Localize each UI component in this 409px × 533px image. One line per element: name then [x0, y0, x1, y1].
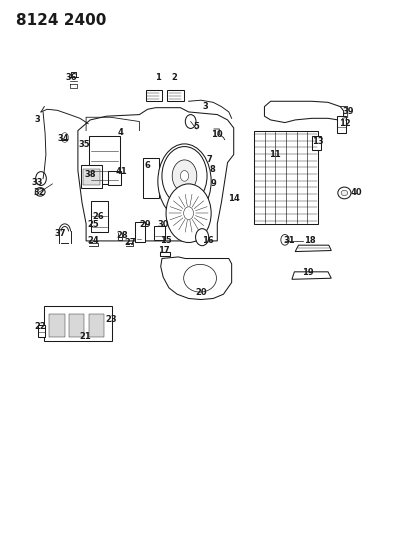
Text: 32: 32 — [33, 189, 45, 197]
Text: 3: 3 — [34, 116, 40, 124]
Text: 5: 5 — [193, 123, 198, 131]
Text: 6: 6 — [144, 161, 150, 169]
Text: 34: 34 — [58, 134, 69, 143]
Polygon shape — [160, 257, 231, 300]
Text: 26: 26 — [92, 213, 104, 221]
Bar — [145, 90, 162, 101]
Text: 25: 25 — [88, 221, 99, 229]
Circle shape — [180, 171, 188, 181]
Text: 14: 14 — [227, 194, 239, 203]
Text: 9: 9 — [210, 180, 216, 188]
Text: 30: 30 — [157, 221, 169, 229]
Text: 22: 22 — [34, 322, 46, 330]
Bar — [312, 136, 320, 150]
Bar — [142, 158, 159, 198]
Text: 20: 20 — [195, 288, 206, 296]
Text: 24: 24 — [88, 237, 99, 245]
Circle shape — [185, 115, 196, 128]
Bar — [81, 165, 102, 188]
Text: 3: 3 — [202, 102, 207, 111]
Text: 36: 36 — [66, 73, 77, 82]
Text: 37: 37 — [55, 229, 66, 238]
Circle shape — [195, 229, 208, 246]
Text: 4: 4 — [118, 128, 124, 136]
Text: 27: 27 — [124, 238, 136, 247]
Bar — [38, 325, 45, 337]
Text: 29: 29 — [139, 221, 151, 229]
Ellipse shape — [183, 264, 216, 292]
Text: 18: 18 — [303, 237, 315, 245]
Ellipse shape — [337, 187, 350, 199]
Bar — [336, 116, 345, 133]
Bar — [254, 131, 317, 224]
Bar — [154, 226, 164, 240]
Bar — [49, 314, 65, 337]
Text: 13: 13 — [311, 137, 323, 146]
Text: 33: 33 — [32, 178, 43, 187]
Bar — [83, 169, 100, 185]
Text: 39: 39 — [342, 108, 353, 116]
Text: 16: 16 — [202, 237, 213, 245]
Circle shape — [166, 184, 211, 243]
Text: 12: 12 — [339, 119, 350, 128]
Text: 17: 17 — [158, 246, 169, 255]
Ellipse shape — [340, 190, 347, 196]
Polygon shape — [294, 245, 330, 252]
Text: 38: 38 — [84, 171, 96, 179]
Text: 11: 11 — [268, 150, 280, 159]
Circle shape — [183, 207, 193, 220]
Bar — [89, 136, 120, 184]
Circle shape — [36, 172, 46, 185]
Bar — [108, 171, 120, 185]
Circle shape — [61, 133, 68, 142]
Bar — [91, 201, 108, 232]
Circle shape — [172, 160, 196, 192]
Text: 8124 2400: 8124 2400 — [16, 13, 106, 28]
Bar — [69, 314, 84, 337]
Ellipse shape — [157, 144, 211, 219]
Text: 7: 7 — [206, 156, 211, 164]
Polygon shape — [264, 101, 343, 123]
Polygon shape — [291, 272, 330, 279]
Circle shape — [280, 235, 288, 245]
Text: 41: 41 — [115, 167, 126, 176]
Text: 35: 35 — [78, 141, 90, 149]
Text: 23: 23 — [106, 316, 117, 324]
Text: 10: 10 — [210, 130, 222, 139]
Text: 21: 21 — [79, 333, 91, 341]
Bar — [167, 90, 183, 101]
Text: 28: 28 — [116, 231, 128, 240]
Text: 19: 19 — [302, 269, 313, 277]
Circle shape — [162, 147, 207, 205]
Text: 8: 8 — [209, 165, 214, 174]
Polygon shape — [78, 108, 233, 241]
Text: 2: 2 — [171, 73, 177, 82]
Text: 15: 15 — [160, 237, 171, 245]
Text: 31: 31 — [283, 237, 294, 245]
Text: 40: 40 — [349, 189, 361, 197]
Bar — [88, 314, 104, 337]
Bar — [135, 222, 145, 242]
Bar — [44, 306, 112, 341]
Ellipse shape — [35, 188, 45, 196]
Text: 1: 1 — [155, 73, 160, 82]
